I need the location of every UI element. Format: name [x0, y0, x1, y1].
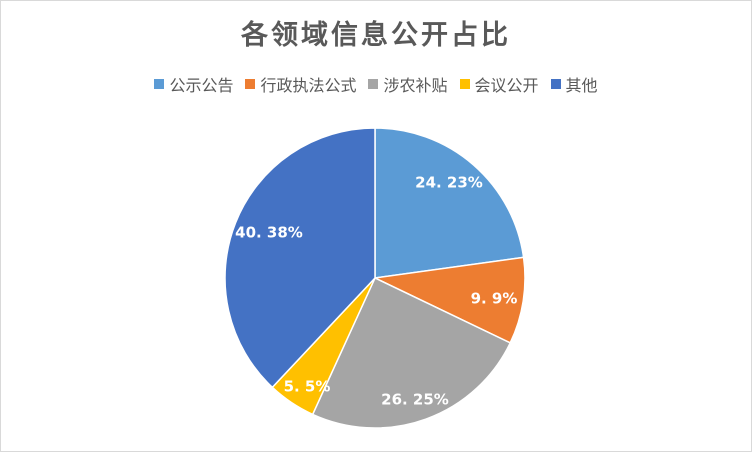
chart-title: 各领域信息公开占比: [241, 20, 511, 51]
data-label-4: 5. 5%: [284, 378, 331, 396]
legend-swatch: [550, 79, 561, 89]
legend-label: 行政执法公式: [260, 76, 357, 95]
data-label-3: 26. 25%: [381, 391, 449, 409]
legend-item-other: 其他: [550, 72, 598, 96]
chart-legend: 公示公告 行政执法公式 涉农补贴 会议公开 其他: [1, 72, 751, 96]
data-label-5: 40. 38%: [235, 224, 303, 242]
legend-swatch: [154, 79, 165, 89]
legend-item-agri-subsidies: 涉农补贴: [368, 72, 448, 96]
pie-slice-3: [311, 276, 512, 429]
legend-label: 其他: [565, 76, 598, 95]
legend-swatch: [368, 79, 379, 89]
pie-slice-1: [374, 127, 525, 279]
legend-item-announcements: 公示公告: [154, 72, 233, 96]
legend-label: 公示公告: [169, 76, 234, 95]
legend-item-law-enforcement: 行政执法公式: [245, 72, 356, 96]
legend-item-meetings: 会议公开: [459, 72, 539, 96]
data-label-2: 9. 9%: [471, 290, 518, 308]
legend-swatch: [459, 79, 470, 89]
pie-slice-5: [224, 127, 376, 389]
legend-swatch: [245, 79, 256, 89]
data-label-1: 24. 23%: [415, 174, 483, 192]
pie-slice-2: [372, 256, 526, 344]
legend-label: 涉农补贴: [383, 76, 448, 95]
legend-label: 会议公开: [474, 76, 539, 95]
